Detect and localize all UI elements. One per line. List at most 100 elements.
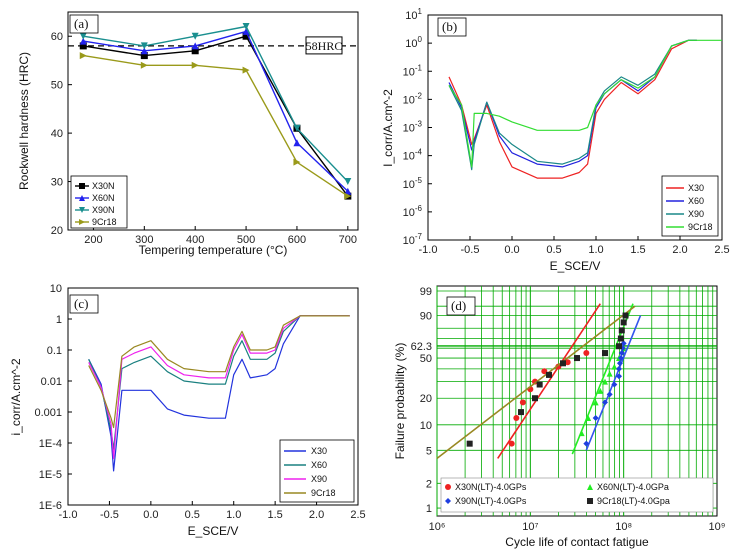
- series-line-X30: [88, 315, 350, 472]
- x-tick-label: 1.0: [588, 244, 603, 256]
- data-point: [616, 343, 622, 350]
- y-axis-label: i_corr/A.cm^-2: [9, 358, 23, 435]
- y-tick-label: 40: [51, 128, 63, 140]
- x-tick-label: 10⁹: [709, 521, 726, 533]
- x-axis-label: E_SCE/V: [188, 524, 239, 538]
- data-point: [616, 360, 623, 367]
- legend-marker: [79, 195, 85, 201]
- data-point: [616, 365, 622, 372]
- tick-exponent: -7: [415, 232, 423, 241]
- x-tick-label: 0.0: [504, 244, 519, 256]
- x-tick-label: 600: [288, 234, 306, 246]
- x-tick-label: 10⁷: [522, 521, 538, 533]
- data-point: [541, 368, 548, 375]
- data-point: [592, 399, 599, 406]
- x-tick-label: 700: [339, 234, 357, 246]
- y-tick-label: 2: [426, 478, 432, 490]
- y-tick-label: 10-3: [403, 120, 423, 135]
- x-tick-label: -1.0: [59, 509, 78, 521]
- y-tick-label: 1E-4: [39, 438, 62, 450]
- series-line-X90: [448, 39, 697, 171]
- y-axis-label: I_corr/A.cm^-2: [381, 89, 395, 167]
- y-tick-label: 0.01: [41, 376, 62, 388]
- legend-box: [440, 477, 714, 513]
- legend-marker: [587, 498, 593, 504]
- data-point: [508, 440, 515, 447]
- legend-label: X30N(LT)-4.0GPs: [455, 482, 527, 492]
- plot-frame: [67, 287, 359, 506]
- data-point: [578, 430, 585, 437]
- tick-base: 10: [405, 38, 417, 50]
- data-point-X30N: [191, 47, 199, 55]
- data-point: [611, 381, 618, 388]
- y-tick-label: 60: [51, 31, 63, 43]
- y-tick-label: 20: [420, 393, 432, 405]
- data-point-X60N: [140, 47, 148, 55]
- data-point-X60N: [79, 37, 87, 45]
- tick-base: 10: [403, 179, 415, 191]
- y-tick-label: 99: [420, 286, 432, 298]
- legend: X30N(LT)-4.0GPs X60N(LT)-4.0GPa X90N(LT)-4…: [440, 477, 714, 513]
- y-tick-label: 62.3: [411, 341, 432, 353]
- data-point: [536, 381, 543, 388]
- legend: X30N X60N X90N 9Cr18: [70, 175, 128, 229]
- data-point-X60N: [293, 139, 301, 147]
- tick-base: 10: [405, 10, 417, 22]
- data-point: [466, 440, 473, 447]
- data-point-X60N: [191, 42, 199, 50]
- fit-line: [436, 305, 636, 460]
- data-point-9Cr18: [293, 158, 301, 166]
- panel-label-box: [69, 14, 99, 34]
- x-tick-label: -1.0: [419, 244, 438, 256]
- legend-label: 9Cr18: [311, 488, 336, 498]
- data-point: [606, 391, 613, 398]
- panel-label: (a): [74, 16, 88, 31]
- legend-label: X90: [688, 209, 704, 219]
- y-tick-label: 20: [51, 225, 63, 237]
- x-tick-label: 1.0: [226, 509, 241, 521]
- data-point: [602, 399, 608, 406]
- tick-exponent: -4: [415, 148, 423, 157]
- x-tick-label: 0.0: [143, 509, 158, 521]
- data-point: [583, 440, 590, 447]
- x-tick-label: 300: [135, 234, 153, 246]
- tick-base: 10: [403, 94, 415, 106]
- x-tick-label: -0.5: [100, 509, 119, 521]
- legend-label: X90N: [92, 205, 115, 215]
- tick-exponent: -5: [415, 176, 423, 185]
- data-point: [513, 414, 520, 421]
- panel-label: (c): [74, 296, 88, 311]
- series-line-X30: [448, 39, 697, 179]
- legend-marker: [79, 219, 85, 225]
- data-point-9Cr18: [191, 61, 199, 69]
- data-point-X90N: [344, 178, 352, 186]
- x-axis-label: E_SCE/V: [550, 259, 601, 273]
- y-tick-label: 50: [420, 353, 432, 365]
- panel-label-box: [69, 294, 99, 314]
- data-point: [518, 409, 524, 416]
- legend-label: 9Cr18(LT)-4.0Gpa: [597, 496, 670, 506]
- data-point-X60N: [242, 27, 250, 35]
- annotation-box: [305, 36, 343, 55]
- y-tick-label: 50: [51, 80, 63, 92]
- data-point-9Cr18: [242, 66, 250, 74]
- y-tick-label: 10: [420, 420, 432, 432]
- data-point: [592, 414, 599, 421]
- y-tick-label: 0.1: [47, 345, 62, 357]
- x-axis-label: Cycle life of contact fatigue: [505, 535, 649, 549]
- data-point-9Cr18: [140, 61, 148, 69]
- tick-base: 10: [403, 207, 415, 219]
- series-line-X90: [88, 315, 350, 460]
- x-tick-label: -0.5: [461, 244, 480, 256]
- data-point: [616, 373, 622, 380]
- data-point-X90N: [140, 42, 148, 50]
- series-line-X60: [88, 315, 350, 450]
- data-point-X30N: [140, 52, 148, 60]
- data-point: [606, 370, 613, 377]
- data-point: [597, 387, 604, 394]
- y-tick-label: 0.001: [34, 407, 62, 419]
- tick-exponent: -1: [415, 63, 423, 72]
- y-axis-label: Rockwell hardness (HRC): [17, 52, 31, 190]
